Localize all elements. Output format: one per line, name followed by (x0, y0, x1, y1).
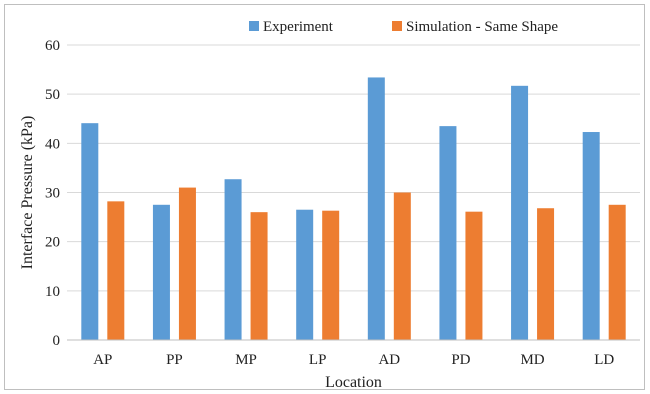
x-tick-label-pd: PD (451, 352, 470, 368)
x-tick-label-mp: MP (235, 352, 257, 368)
legend-label-experiment: Experiment (263, 19, 334, 35)
bar-experiment-ap (81, 123, 99, 340)
x-tick-label-ap: AP (93, 352, 112, 368)
bar-simulation-pd (465, 211, 483, 340)
legend-label-simulation: Simulation - Same Shape (406, 19, 558, 35)
legend-swatch-simulation (392, 21, 402, 31)
bar-simulation-mp (250, 212, 268, 340)
bar-simulation-ad (393, 192, 411, 340)
y-tick-label: 10 (45, 284, 60, 300)
bar-experiment-mp (224, 179, 242, 340)
y-tick-label: 30 (45, 186, 60, 202)
bar-experiment-md (511, 85, 529, 340)
bar-experiment-pp (152, 204, 170, 340)
y-axis-ticks: 0 10 20 30 40 50 60 (45, 38, 60, 349)
x-tick-label-pp: PP (166, 352, 183, 368)
bar-experiment-ad (367, 77, 385, 340)
y-tick-label: 0 (53, 333, 61, 349)
bars (81, 77, 626, 340)
bar-simulation-md (537, 208, 555, 340)
legend-swatch-experiment (249, 21, 259, 31)
x-tick-label-md: MD (520, 352, 544, 368)
y-tick-label: 20 (45, 235, 60, 251)
bar-experiment-lp (296, 209, 314, 340)
x-axis-title: Location (325, 374, 382, 391)
x-tick-label-lp: LP (309, 352, 327, 368)
x-axis-ticks: AP PP MP LP AD PD MD LD (93, 352, 614, 368)
y-tick-label: 60 (45, 38, 60, 54)
bar-simulation-ap (107, 201, 125, 340)
y-tick-label: 40 (45, 136, 60, 152)
bar-simulation-ld (608, 204, 626, 340)
x-tick-label-ad: AD (378, 352, 400, 368)
legend: Experiment Simulation - Same Shape (249, 19, 558, 35)
y-axis-title: Interface Pressure (kPa) (19, 116, 36, 270)
bar-experiment-ld (582, 132, 600, 340)
bar-simulation-pp (178, 187, 196, 340)
bar-experiment-pd (439, 126, 457, 340)
y-tick-label: 50 (45, 87, 60, 103)
bar-simulation-lp (322, 210, 340, 340)
x-tick-label-ld: LD (594, 352, 614, 368)
